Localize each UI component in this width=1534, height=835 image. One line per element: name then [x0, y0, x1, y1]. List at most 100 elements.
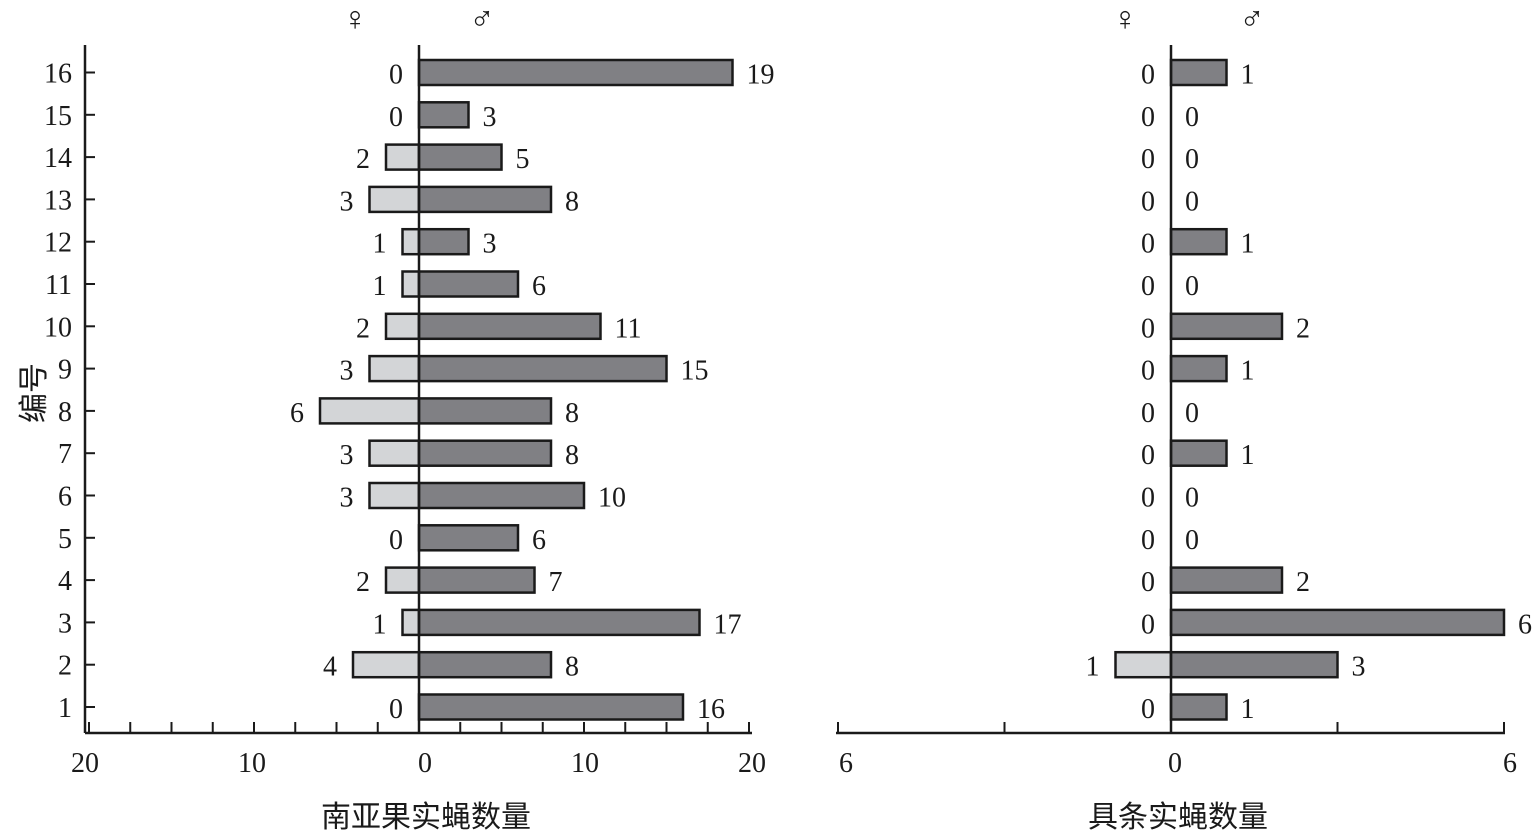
left-male-value-label: 7: [549, 567, 563, 598]
left-female-value-label: 0: [389, 694, 403, 725]
right-male-value-label: 2: [1296, 313, 1310, 344]
right-female-value-label: 0: [1141, 440, 1155, 471]
left-female-symbol: ♀: [342, 1, 368, 38]
right-male-value-label: 1: [1241, 694, 1255, 725]
y-tick-label: 12: [44, 228, 72, 259]
right-male-value-label: 6: [1518, 609, 1532, 640]
left-female-bar: [351, 650, 421, 679]
left-female-value-label: 2: [356, 313, 370, 344]
left-female-bar: [318, 397, 421, 425]
y-tick-label: 4: [58, 566, 72, 597]
right-female-value-label: 0: [1141, 271, 1155, 302]
left-male-bar: [417, 227, 470, 256]
left-male-bar: [417, 101, 470, 129]
y-axis-title: 编号: [18, 363, 51, 423]
right-male-bar: [1169, 650, 1339, 679]
left-male-value-label: 3: [483, 229, 497, 260]
left-x-tick-label: 20: [71, 748, 99, 779]
left-male-bar: [417, 270, 520, 298]
left-female-bar: [401, 608, 421, 637]
left-female-bar: [368, 354, 421, 383]
left-male-value-label: 6: [532, 525, 546, 556]
right-male-value-label: 0: [1185, 398, 1199, 429]
right-male-value-label: 1: [1241, 229, 1255, 260]
right-male-bar: [1169, 566, 1284, 594]
left-x-tick-label: 10: [238, 748, 266, 779]
right-male-value-label: 0: [1185, 102, 1199, 133]
right-female-value-label: 0: [1141, 186, 1155, 217]
left-female-value-label: 3: [340, 356, 354, 387]
left-male-bar: [417, 524, 520, 552]
right-male-symbol: ♂: [1239, 1, 1265, 38]
right-male-value-label: 0: [1185, 144, 1199, 175]
left-female-value-label: 0: [389, 102, 403, 133]
left-male-value-label: 8: [565, 186, 579, 217]
left-female-value-label: 3: [340, 186, 354, 217]
left-x-axis-title: 南亚果实蝇数量: [321, 801, 531, 834]
left-male-value-label: 17: [714, 609, 742, 640]
right-x-tick-label: 0: [1168, 748, 1182, 779]
left-female-value-label: 3: [340, 483, 354, 514]
right-male-bar: [1169, 608, 1506, 637]
left-female-bar: [384, 312, 421, 341]
left-male-value-label: 8: [565, 440, 579, 471]
left-male-bar: [417, 58, 734, 87]
left-male-bar: [417, 693, 685, 721]
left-male-value-label: 10: [598, 483, 626, 514]
right-female-bar: [1114, 650, 1173, 679]
left-male-value-label: 8: [565, 398, 579, 429]
right-panel: ♀ ♂ 具条实蝇数量 6 0 60 11 30 60 20 00 00 10 00 10 20 00 10 0…: [836, 1, 1532, 834]
left-female-value-label: 6: [290, 398, 304, 429]
left-female-bar: [401, 227, 421, 256]
left-male-bar: [417, 312, 602, 341]
right-female-value-label: 0: [1141, 694, 1155, 725]
left-female-value-label: 1: [373, 229, 387, 260]
left-male-value-label: 3: [483, 102, 497, 133]
left-female-value-label: 1: [373, 271, 387, 302]
left-male-bar: [417, 481, 586, 510]
y-tick-label: 2: [58, 651, 72, 682]
right-female-value-label: 1: [1086, 652, 1100, 683]
left-female-value-label: 0: [389, 525, 403, 556]
right-male-bar: [1169, 354, 1228, 383]
right-male-bar: [1169, 227, 1228, 256]
left-male-bar: [417, 397, 553, 425]
right-female-symbol: ♀: [1112, 1, 1138, 38]
left-male-bar: [417, 143, 503, 171]
left-female-value-label: 3: [340, 440, 354, 471]
y-tick-label: 8: [58, 397, 72, 428]
right-female-value-label: 0: [1141, 229, 1155, 260]
right-female-value-label: 0: [1141, 60, 1155, 91]
left-male-bar: [417, 354, 668, 383]
right-male-value-label: 2: [1296, 567, 1310, 598]
right-male-value-label: 1: [1241, 440, 1255, 471]
right-x-axis-title: 具条实蝇数量: [1088, 801, 1268, 834]
y-tick-label: 14: [44, 143, 72, 174]
right-x-tick-label: 6: [839, 748, 853, 779]
right-male-value-label: 0: [1185, 186, 1199, 217]
left-x-tick-label: 10: [571, 748, 599, 779]
left-female-bar: [384, 143, 421, 171]
right-male-value-label: 1: [1241, 60, 1255, 91]
y-tick-label: 16: [44, 59, 72, 90]
right-male-value-label: 0: [1185, 483, 1199, 514]
right-x-tick-label: 6: [1503, 748, 1517, 779]
left-female-value-label: 2: [356, 567, 370, 598]
left-female-value-label: 4: [323, 652, 337, 683]
left-female-bar: [368, 439, 421, 467]
y-tick-label: 11: [45, 270, 72, 301]
left-female-bar: [368, 481, 421, 510]
y-tick-label: 6: [58, 482, 72, 513]
right-male-value-label: 1: [1241, 356, 1255, 387]
right-male-bar: [1169, 439, 1228, 467]
y-tick-label: 13: [44, 185, 72, 216]
right-female-value-label: 0: [1141, 356, 1155, 387]
right-female-value-label: 0: [1141, 313, 1155, 344]
right-female-value-label: 0: [1141, 483, 1155, 514]
right-female-value-label: 0: [1141, 609, 1155, 640]
left-female-value-label: 0: [389, 60, 403, 91]
left-x-tick-label: 0: [418, 748, 432, 779]
left-male-value-label: 16: [697, 694, 725, 725]
left-male-value-label: 11: [615, 313, 642, 344]
